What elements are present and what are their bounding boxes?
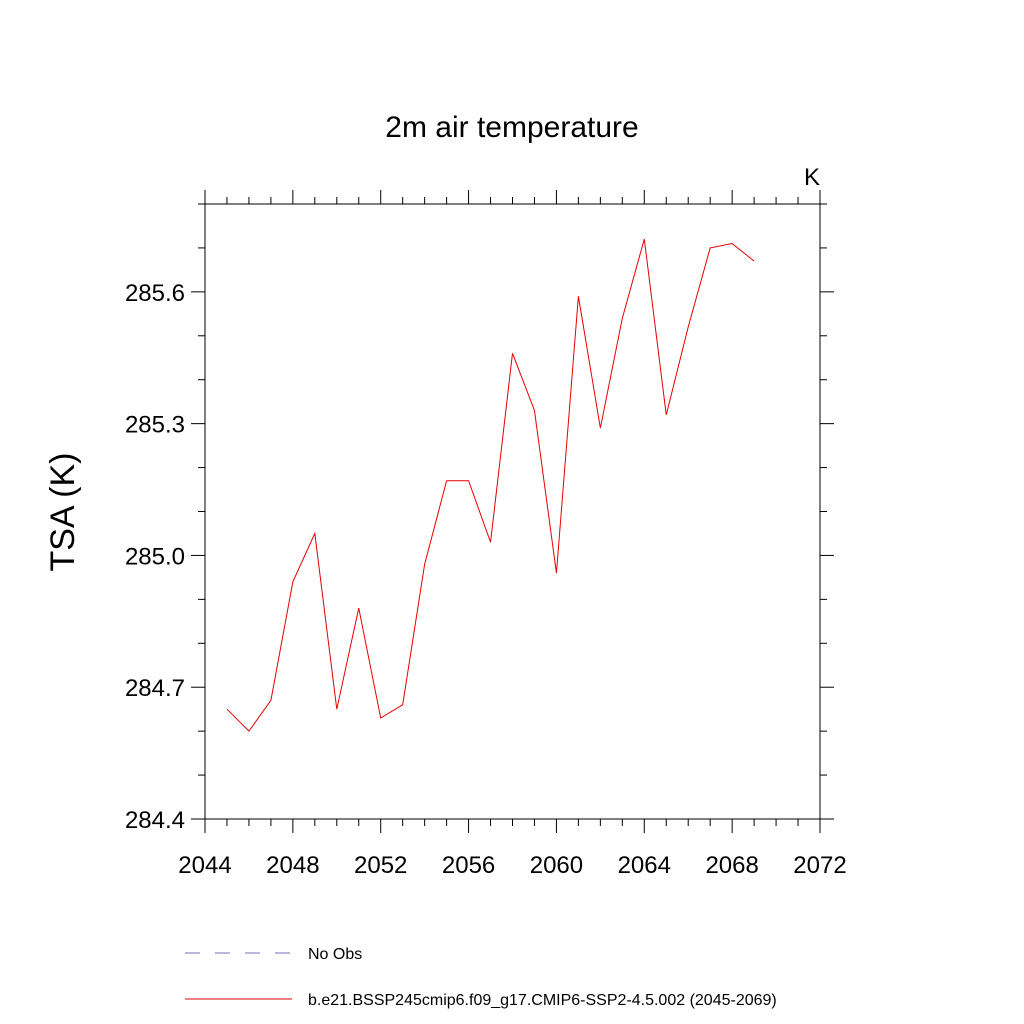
y-tick-label: 284.4 (125, 807, 185, 834)
x-tick-label: 2044 (178, 852, 231, 879)
units-label: K (804, 164, 820, 191)
legend: No Obs b.e21.BSSP245cmip6.f09_g17.CMIP6-S… (185, 946, 777, 1009)
axis-ticks: 2044 2048 2052 2056 2060 2064 2068 2072 284.4 284… (125, 190, 847, 879)
x-tick-label: 2072 (793, 852, 846, 879)
x-tick-label: 2052 (354, 852, 407, 879)
x-tick-label: 2064 (618, 852, 671, 879)
x-tick-label: 2068 (705, 852, 758, 879)
series-layer (226, 239, 755, 732)
chart-title: 2m air temperature (385, 111, 638, 144)
x-tick-label: 2056 (442, 852, 495, 879)
legend-label: b.e21.BSSP245cmip6.f09_g17.CMIP6-SSP2-4.… (308, 992, 777, 1009)
y-tick-label: 285.0 (125, 543, 185, 570)
y-tick-label: 285.3 (125, 412, 185, 439)
x-tick-label: 2060 (530, 852, 583, 879)
legend-label: No Obs (308, 946, 362, 963)
y-tick-label: 285.6 (125, 280, 185, 307)
x-tick-label: 2048 (266, 852, 319, 879)
plot-frame (204, 203, 821, 820)
y-axis-label: TSA (K) (44, 452, 82, 571)
y-tick-label: 284.7 (125, 675, 185, 702)
series-line (226, 239, 755, 732)
